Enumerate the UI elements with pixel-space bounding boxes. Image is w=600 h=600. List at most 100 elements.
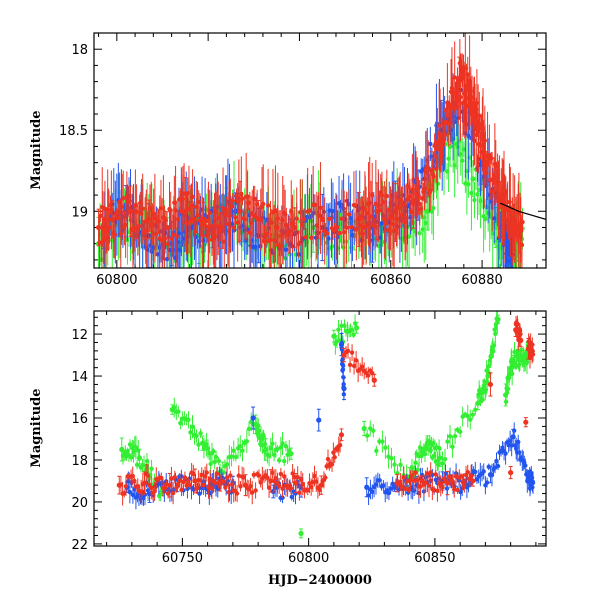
trend-line — [500, 202, 546, 220]
data-point — [428, 141, 433, 147]
data-point — [169, 476, 174, 481]
data-point — [168, 208, 173, 213]
data-point — [280, 441, 285, 446]
data-point — [442, 456, 448, 462]
data-point — [473, 469, 478, 475]
data-point — [415, 478, 420, 483]
data-point — [458, 474, 464, 479]
data-point — [445, 439, 450, 444]
data-point — [162, 236, 167, 241]
data-point — [452, 75, 457, 80]
data-point — [455, 487, 460, 493]
data-point — [149, 466, 154, 471]
data-point — [230, 198, 235, 203]
data-point — [388, 486, 393, 491]
x-tick-label: 60800 — [288, 551, 329, 566]
data-point — [255, 238, 260, 244]
data-point — [303, 235, 309, 240]
data-point — [351, 202, 357, 208]
data-point — [338, 432, 345, 438]
data-point — [437, 455, 443, 461]
y-tick-label: 18.5 — [59, 124, 88, 139]
data-point — [426, 166, 431, 171]
data-point — [244, 439, 250, 444]
data-point — [212, 234, 217, 239]
data-point — [458, 94, 463, 100]
data-point — [457, 429, 463, 435]
data-point — [299, 222, 305, 227]
data-point — [359, 364, 365, 369]
top-panel-y-axis-label: Magnitude — [29, 110, 44, 189]
data-point — [240, 448, 245, 453]
data-point — [408, 477, 413, 482]
data-point — [280, 495, 285, 500]
data-point — [162, 485, 167, 491]
data-point — [177, 478, 183, 483]
data-point — [329, 462, 335, 467]
data-point — [296, 242, 301, 247]
data-point — [211, 449, 216, 454]
data-point — [118, 482, 124, 487]
data-point — [495, 316, 501, 322]
data-point — [268, 446, 273, 451]
y-tick-label: 16 — [71, 412, 88, 427]
data-point — [159, 475, 164, 481]
data-point — [312, 473, 317, 479]
data-point — [466, 182, 471, 187]
data-point — [346, 212, 352, 217]
data-point — [470, 478, 476, 484]
data-point — [182, 475, 188, 480]
data-point — [511, 428, 517, 433]
data-point — [354, 227, 359, 232]
data-point — [228, 213, 233, 219]
data-point — [231, 448, 236, 453]
data-point — [246, 426, 252, 432]
data-point — [433, 477, 438, 483]
data-point — [517, 328, 523, 333]
data-point — [234, 491, 240, 496]
data-point — [418, 484, 423, 489]
data-point — [324, 231, 330, 236]
data-point — [510, 434, 516, 440]
data-point — [341, 230, 347, 235]
data-point — [442, 132, 447, 138]
data-point — [270, 470, 275, 475]
data-point — [172, 405, 177, 410]
data-point — [439, 144, 445, 150]
data-point — [428, 448, 433, 453]
data-point — [460, 479, 465, 485]
data-point — [495, 463, 501, 469]
data-point — [452, 433, 458, 439]
data-point — [505, 386, 511, 392]
data-point — [184, 221, 189, 226]
data-point — [258, 480, 263, 485]
data-point — [330, 244, 335, 249]
data-point — [398, 479, 403, 485]
data-point — [406, 487, 412, 493]
data-point — [214, 471, 220, 476]
y-tick-label: 12 — [71, 328, 88, 343]
data-point — [482, 138, 488, 143]
data-point — [374, 448, 379, 453]
data-point — [238, 443, 243, 449]
data-point — [207, 210, 212, 216]
data-point — [186, 478, 191, 483]
data-point — [316, 213, 321, 218]
data-point — [307, 481, 312, 486]
data-point — [413, 460, 418, 465]
data-point — [337, 230, 342, 236]
data-point — [274, 224, 280, 231]
data-point — [271, 452, 277, 458]
data-point — [127, 208, 134, 214]
data-point — [265, 203, 271, 208]
data-point — [431, 205, 436, 211]
data-point — [241, 475, 247, 480]
data-point — [195, 213, 200, 218]
x-tick-label: 60860 — [370, 273, 411, 288]
data-point — [152, 489, 157, 494]
data-point — [444, 486, 450, 491]
bottom-panel-frame — [93, 310, 547, 547]
x-tick-label: 60850 — [414, 551, 455, 566]
data-point — [440, 461, 445, 466]
data-point — [237, 208, 243, 214]
